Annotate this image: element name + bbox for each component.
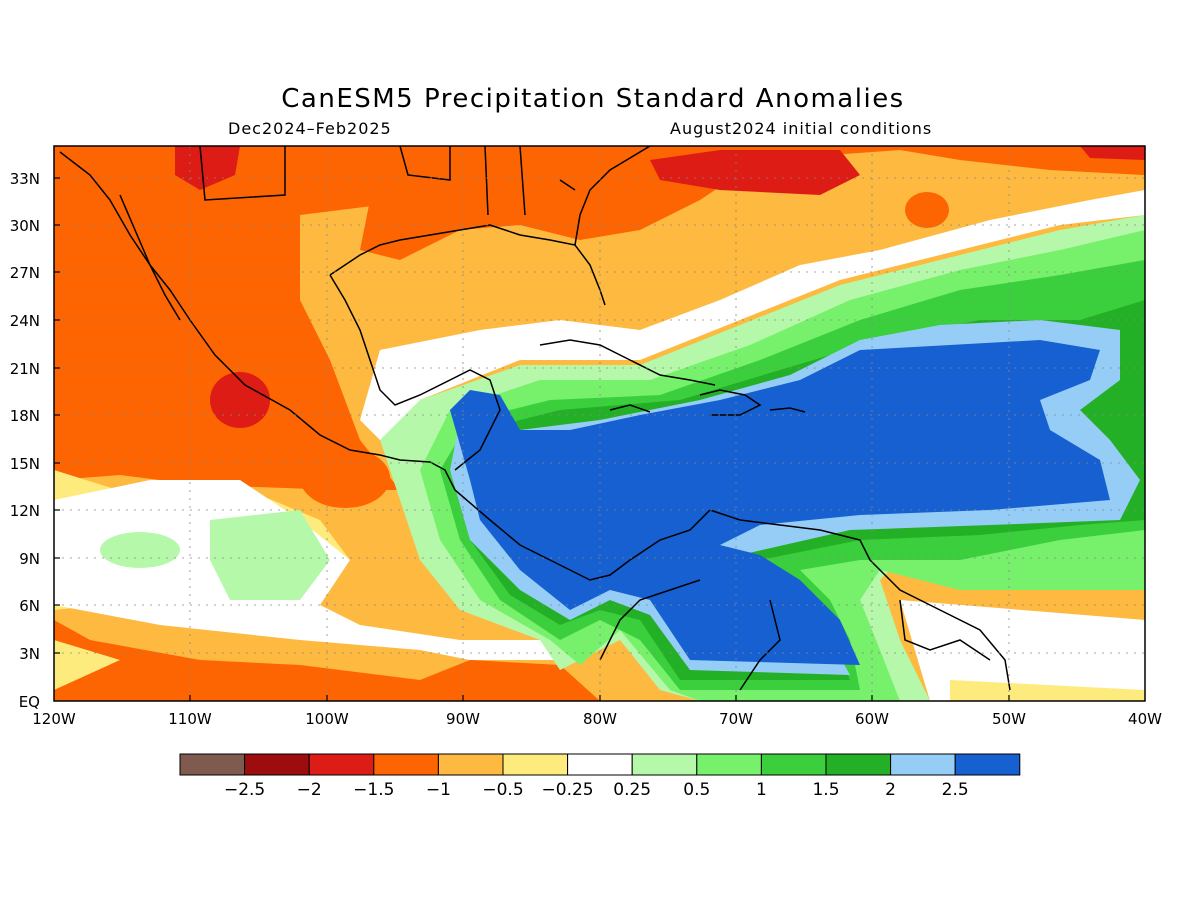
colorbar-swatch: [760, 753, 827, 776]
coast-gulf-north: [329, 224, 606, 306]
lat-label: 21N: [10, 360, 40, 378]
border-us-south: [399, 146, 451, 181]
lon-label: 60W: [855, 710, 889, 728]
lat-label: 3N: [19, 645, 40, 663]
colorbar-label: −2: [297, 780, 322, 800]
colorbar-label: 1.5: [812, 780, 839, 800]
graticule: [54, 146, 1145, 701]
map-title: CanESM5 Precipitation Standard Anomalies: [281, 84, 905, 114]
colorbar-label: −2.5: [224, 780, 265, 800]
colorbar-swatch: [825, 753, 892, 776]
coast-south-america-north: [709, 509, 1011, 691]
colorbar-label: 1: [756, 780, 767, 800]
lon-label: 90W: [446, 710, 480, 728]
field-wet-deepblue: [450, 340, 1110, 665]
field-dry-blob: [300, 448, 390, 508]
colorbar-swatch: [954, 753, 1021, 776]
border-states: [484, 146, 576, 216]
colorbar-label: −0.5: [482, 780, 523, 800]
border-venezuela: [739, 599, 781, 691]
coast-gulf-mexico: [329, 274, 501, 471]
colorbar-swatch: [567, 753, 633, 776]
coast-jamaica: [609, 404, 651, 413]
coast-baja: [119, 194, 181, 321]
colorbar-label: 0.5: [683, 780, 710, 800]
colorbar-label: 2.5: [942, 780, 969, 800]
colorbar-label: −1.5: [353, 780, 394, 800]
initial-conditions-label: August2024 initial conditions: [670, 119, 933, 138]
coast-puerto-rico: [769, 407, 806, 413]
coast-central-america-pacific: [454, 489, 711, 581]
colorbar-swatch: [437, 753, 504, 776]
coast-colombia: [599, 579, 701, 661]
field-yellow-sw: [54, 640, 120, 690]
field-neutral-atlantic: [360, 190, 1145, 450]
colorbar-swatch: [244, 753, 310, 776]
colorbar-swatch: [373, 753, 439, 776]
field-red-ne: [1080, 146, 1145, 160]
colorbar-label: 0.25: [613, 780, 651, 800]
field-wet-pacific-b: [210, 510, 330, 600]
lon-labels: 120W 110W 100W 90W 80W 70W 60W 50W 40W: [32, 710, 1162, 728]
colorbar-swatch: [179, 753, 246, 776]
season-label: Dec2024–Feb2025: [228, 119, 392, 138]
colorbar-label: −0.25: [542, 780, 594, 800]
lon-label: 40W: [1128, 710, 1162, 728]
lat-label: 12N: [10, 502, 40, 520]
colorbar-swatch: [890, 753, 956, 776]
lat-label: 18N: [10, 407, 40, 425]
lat-label: 9N: [19, 550, 40, 568]
colorbar-swatch: [308, 753, 375, 776]
field-yellow-brazil: [950, 680, 1145, 701]
lon-label: 70W: [719, 710, 753, 728]
border-guianas: [899, 599, 991, 661]
lat-label: 24N: [10, 312, 40, 330]
axis-ticks: [54, 177, 1010, 701]
colorbar-swatch: [631, 753, 698, 776]
lon-label: 120W: [32, 710, 76, 728]
field-dry-us: [360, 146, 1145, 260]
lat-label: 27N: [10, 264, 40, 282]
border-us-west: [199, 146, 286, 201]
coast-mexico-pacific: [59, 151, 456, 491]
lon-label: 110W: [168, 710, 212, 728]
lat-label: EQ: [19, 693, 40, 711]
field-dry-pacific-south: [54, 620, 600, 701]
field-wet-pacific-a: [100, 532, 180, 568]
lat-label: 6N: [19, 597, 40, 615]
anomaly-field: [54, 146, 1145, 701]
field-dry-mexico: [54, 146, 450, 490]
lat-labels: 33N 30N 27N 24N 21N 18N 15N 12N 9N 6N 3N…: [10, 170, 40, 711]
colorbar-label: −1: [426, 780, 451, 800]
lat-label: 30N: [10, 217, 40, 235]
lat-label: 33N: [10, 170, 40, 188]
colorbar-label: 2: [885, 780, 896, 800]
colorbar: −2.5 −2 −1.5 −1 −0.5 −0.25 0.25 0.5 1 1.5 2 2.5: [179, 753, 1021, 800]
colorbar-swatch: [502, 753, 569, 776]
field-red-mex: [209, 371, 271, 429]
field-red-nw: [175, 146, 240, 190]
lon-label: 50W: [992, 710, 1026, 728]
lon-label: 100W: [305, 710, 349, 728]
field-red-atlantic: [650, 150, 860, 195]
lat-label: 15N: [10, 455, 40, 473]
field-dry-small: [905, 192, 949, 228]
coast-cuba: [539, 339, 716, 386]
field-neutral-brazil: [900, 600, 1145, 701]
colorbar-swatch: [696, 753, 762, 776]
lon-label: 80W: [583, 710, 617, 728]
